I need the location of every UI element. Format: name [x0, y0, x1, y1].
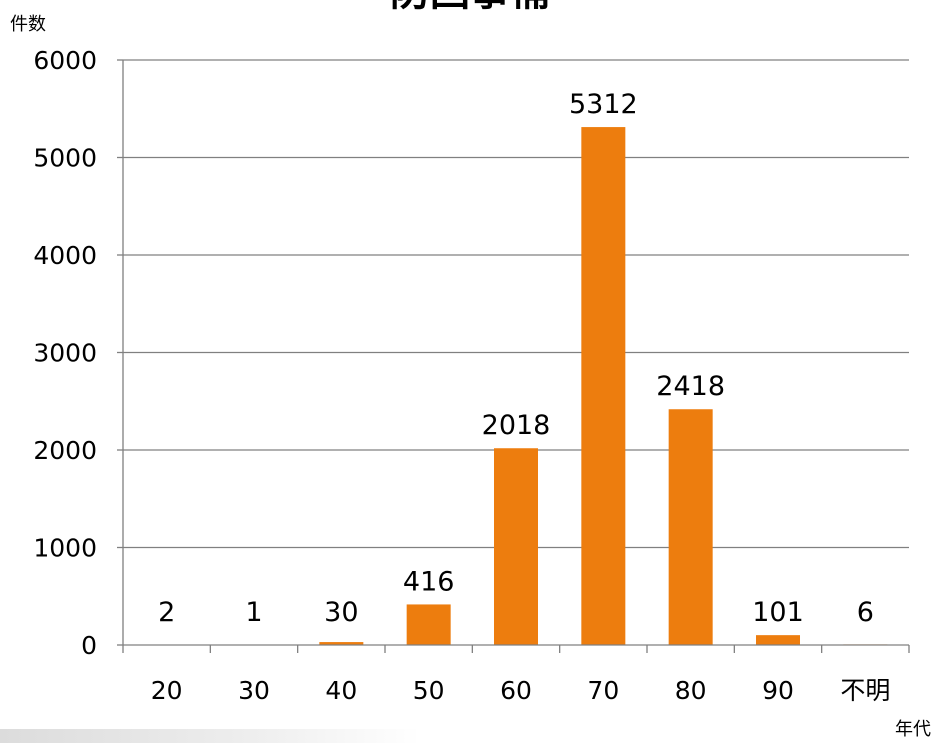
data-label: 30: [324, 597, 358, 628]
data-labels: 2 1 30 416 2018 5312 2418 101 6: [158, 89, 874, 628]
y-tick-label: 3000: [33, 339, 97, 368]
data-label: 2418: [656, 371, 725, 402]
grid-lines: [123, 59, 909, 549]
data-label: 416: [403, 566, 455, 597]
y-tick-label: 5000: [33, 144, 97, 173]
data-label: 2: [158, 597, 175, 628]
x-tick-label: 80: [675, 676, 707, 705]
x-tick-label: 50: [413, 676, 445, 705]
data-label: 6: [857, 597, 874, 628]
data-label: 5312: [569, 89, 638, 120]
data-label: 2018: [482, 410, 551, 441]
x-axis-label: 年代: [895, 719, 931, 740]
x-tick-label: 20: [151, 676, 183, 705]
y-tick-label: 1000: [33, 534, 97, 563]
x-tick-label: 40: [325, 676, 357, 705]
bar-50: [406, 604, 451, 645]
y-tick-label: 4000: [33, 241, 97, 270]
x-tick-label: 60: [500, 676, 532, 705]
x-tick-label: 90: [762, 676, 794, 705]
bar-90: [756, 635, 800, 645]
y-tick-label: 2000: [33, 436, 97, 465]
x-tick-label: 70: [587, 676, 619, 705]
bar-40: [319, 642, 364, 645]
data-label: 1: [245, 597, 262, 628]
y-tick-label: 0: [81, 631, 97, 660]
axes: 0 1000 2000 3000 4000 5000 6000 20 30 40 50 60 70 80 9…: [33, 46, 910, 705]
chart-title: 防回事補: [390, 0, 550, 15]
y-tick-label: 6000: [33, 46, 97, 75]
x-tick-label: 30: [238, 676, 270, 705]
bars: [144, 127, 888, 645]
y-axis-label: 件数: [10, 14, 46, 35]
x-tick-label: 不明: [840, 676, 890, 705]
bar-80: [668, 409, 713, 645]
data-label: 101: [752, 597, 804, 628]
bar-60: [494, 448, 538, 645]
footer-strip: [0, 729, 420, 743]
bar-70: [581, 127, 626, 645]
